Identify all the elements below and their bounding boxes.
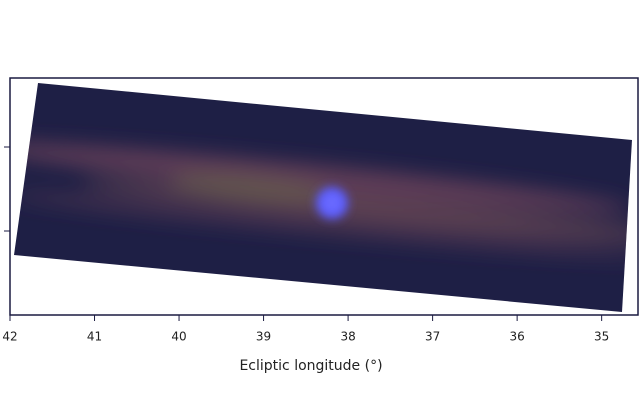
sky-image xyxy=(14,83,632,312)
x-tick-label: 42 xyxy=(2,330,17,344)
x-axis-label: Ecliptic longitude (°) xyxy=(239,358,382,374)
x-tick-label: 40 xyxy=(171,330,186,344)
x-tick-label: 39 xyxy=(256,330,271,344)
plot-frame xyxy=(9,77,639,316)
x-tick-label: 37 xyxy=(425,330,440,344)
x-tick-label: 35 xyxy=(594,330,609,344)
x-tick-label: 38 xyxy=(340,330,355,344)
x-tick-label: 36 xyxy=(509,330,524,344)
x-tick-label: 41 xyxy=(87,330,102,344)
